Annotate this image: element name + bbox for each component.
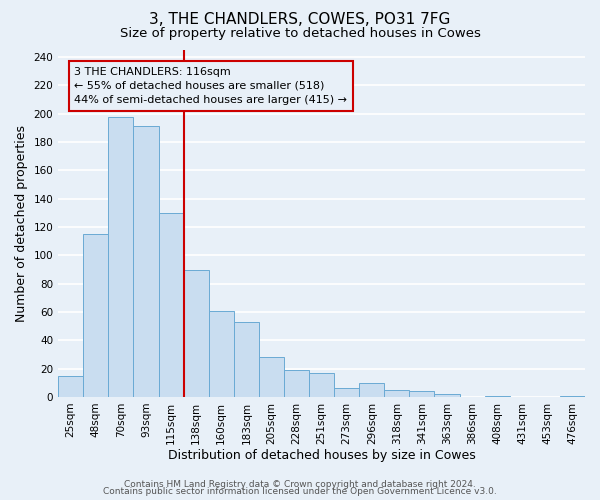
Bar (309, 373, 334, 397)
Text: Contains HM Land Registry data © Crown copyright and database right 2024.: Contains HM Land Registry data © Crown c… (124, 480, 476, 489)
Bar (434, 394, 460, 397)
Bar (83, 234, 109, 397)
Bar (359, 383, 385, 397)
Bar (385, 390, 409, 397)
Y-axis label: Number of detached properties: Number of detached properties (15, 125, 28, 322)
Bar (209, 310, 234, 397)
X-axis label: Distribution of detached houses by size in Cowes: Distribution of detached houses by size … (168, 450, 475, 462)
Bar (409, 392, 434, 397)
Bar (259, 358, 284, 397)
Text: 3 THE CHANDLERS: 116sqm
← 55% of detached houses are smaller (518)
44% of semi-d: 3 THE CHANDLERS: 116sqm ← 55% of detache… (74, 67, 347, 105)
Bar (184, 270, 209, 397)
Bar (284, 370, 309, 397)
Bar (109, 116, 133, 397)
Text: Size of property relative to detached houses in Cowes: Size of property relative to detached ho… (119, 28, 481, 40)
Text: 3, THE CHANDLERS, COWES, PO31 7FG: 3, THE CHANDLERS, COWES, PO31 7FG (149, 12, 451, 28)
Bar (560, 396, 585, 397)
Bar (158, 213, 184, 397)
Bar (334, 388, 359, 397)
Bar (234, 322, 259, 397)
Bar (58, 376, 83, 397)
Text: Contains public sector information licensed under the Open Government Licence v3: Contains public sector information licen… (103, 487, 497, 496)
Bar (133, 126, 158, 397)
Bar (485, 396, 510, 397)
